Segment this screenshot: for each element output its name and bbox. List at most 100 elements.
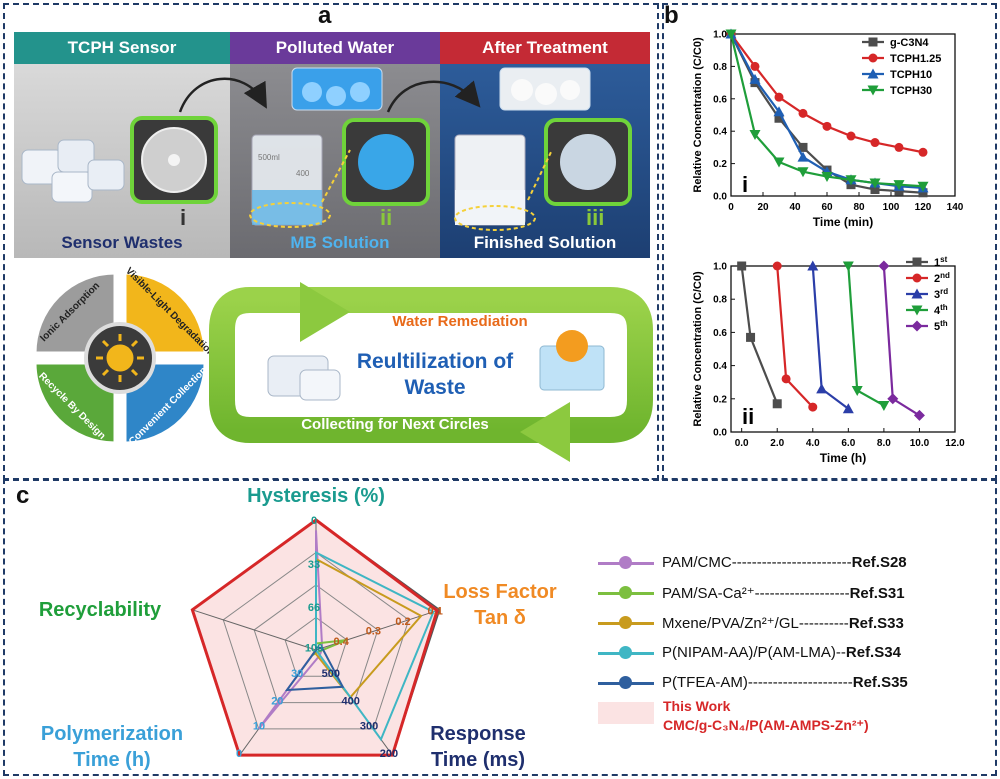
roman-ii: ii bbox=[380, 205, 392, 230]
cycle-top-label: Water Remediation bbox=[392, 313, 527, 330]
x-tick-label: 20 bbox=[757, 202, 769, 213]
y-tick-label: 0.8 bbox=[713, 295, 727, 306]
radar-tick-label: 66 bbox=[308, 602, 320, 614]
panel-c-border bbox=[3, 478, 997, 776]
x-tick-label: 40 bbox=[789, 202, 801, 213]
legend-this-work-label: This Work bbox=[663, 698, 731, 714]
x-tick-label: 0 bbox=[728, 202, 734, 213]
legend-this-work-composition: CMC/g-C₃N₄/P(AM-AMPS-Zn²⁺) bbox=[663, 717, 869, 733]
radar-series bbox=[284, 646, 345, 692]
x-axis-label: Time (h) bbox=[820, 451, 866, 465]
data-point bbox=[798, 142, 808, 152]
axis-title-polymerization-unit: Time (h) bbox=[73, 749, 150, 771]
data-point bbox=[746, 332, 756, 342]
data-point bbox=[870, 185, 880, 195]
radar-tick-label: 0.1 bbox=[428, 606, 443, 618]
radar-spoke bbox=[192, 609, 317, 651]
y-tick-label: 1.0 bbox=[713, 30, 727, 41]
this-work-area bbox=[192, 520, 438, 756]
x-tick-label: 2.0 bbox=[770, 438, 784, 449]
y-tick-label: 0.2 bbox=[713, 394, 727, 405]
y-tick-label: 0.6 bbox=[713, 328, 727, 339]
data-point bbox=[797, 167, 809, 178]
x-tick-label: 140 bbox=[947, 202, 964, 213]
legend-marker bbox=[911, 305, 923, 316]
roman-i: i bbox=[180, 205, 186, 230]
legend-item-mxene: Mxene/PVA/Zn²⁺/GL----------Ref.S33 bbox=[598, 613, 958, 635]
legend-label: TCPH10 bbox=[890, 69, 932, 81]
caption-finished-solution: Finished Solution bbox=[474, 233, 617, 252]
radar-tick-label: 0 bbox=[311, 515, 317, 527]
radar-grid-ring bbox=[253, 584, 379, 704]
data-point bbox=[772, 399, 782, 409]
x-tick-label: 6.0 bbox=[841, 438, 855, 449]
header-polluted-water: Polluted Water bbox=[230, 32, 440, 64]
radar-tick-label: 33 bbox=[308, 559, 320, 571]
cycle-bottom-label: Collecting for Next Circles bbox=[301, 416, 489, 433]
legend-marker bbox=[911, 288, 923, 299]
data-point bbox=[816, 383, 828, 394]
x-tick-label: 100 bbox=[883, 202, 900, 213]
legend-this-work-swatch bbox=[598, 702, 654, 724]
beaker-mark-500: 500ml bbox=[258, 153, 280, 162]
plot-frame bbox=[730, 265, 956, 433]
radar-tick-label: 500 bbox=[322, 668, 340, 680]
data-point bbox=[918, 147, 928, 157]
data-point bbox=[749, 129, 761, 140]
data-point bbox=[869, 178, 881, 189]
y-tick-label: 0.0 bbox=[713, 192, 727, 203]
legend-marker bbox=[868, 37, 878, 47]
y-axis-label: Relative Concentration (C/C0) bbox=[692, 37, 704, 193]
radar-tick-label: 0.2 bbox=[395, 616, 410, 628]
data-point bbox=[851, 386, 863, 396]
legend-label: TCPH1.25 bbox=[890, 53, 941, 65]
data-point bbox=[798, 108, 808, 118]
legend-marker bbox=[912, 273, 922, 283]
legend-marker bbox=[868, 53, 878, 63]
data-point bbox=[845, 175, 857, 186]
cycle-center-line1: Reultilization of bbox=[357, 350, 514, 373]
data-point bbox=[913, 409, 925, 421]
data-point bbox=[870, 138, 880, 148]
x-tick-label: 80 bbox=[853, 202, 865, 213]
radar-tick-label: 0 bbox=[236, 748, 242, 760]
data-point bbox=[750, 61, 760, 71]
y-tick-label: 1.0 bbox=[713, 262, 727, 273]
radar-tick-label: 400 bbox=[341, 695, 359, 707]
data-point bbox=[878, 260, 890, 272]
data-point bbox=[918, 188, 928, 198]
y-tick-label: 0.8 bbox=[713, 62, 727, 73]
data-point bbox=[773, 157, 785, 168]
data-point bbox=[807, 260, 819, 271]
data-point bbox=[894, 186, 904, 196]
tablets-icon bbox=[21, 139, 125, 203]
data-point bbox=[917, 181, 929, 192]
data-point bbox=[781, 374, 791, 384]
data-point bbox=[737, 261, 747, 271]
legend-marker bbox=[867, 68, 879, 79]
panel-a-label: a bbox=[318, 2, 332, 29]
data-point bbox=[772, 261, 782, 271]
roman-iii: iii bbox=[586, 205, 604, 230]
axis-title-polymerization: Polymerization bbox=[41, 723, 183, 745]
x-tick-label: 8.0 bbox=[877, 438, 891, 449]
axis-title-response: Response bbox=[430, 723, 526, 745]
header-after-treatment: After Treatment bbox=[440, 32, 650, 64]
y-tick-label: 0.4 bbox=[713, 127, 727, 138]
sun-icon bbox=[96, 334, 144, 382]
panel-c-label: c bbox=[16, 482, 30, 509]
axis-title-loss-factor: Loss Factor bbox=[443, 581, 557, 603]
data-point bbox=[725, 29, 737, 40]
legend-marker bbox=[911, 320, 923, 332]
axis-title-tan-delta: Tan δ bbox=[474, 607, 526, 629]
panel-b-label: b bbox=[664, 2, 679, 29]
radar-tick-label: 20 bbox=[271, 695, 283, 707]
inner-panel-label: i bbox=[742, 172, 748, 197]
radar-tick-label: 200 bbox=[380, 748, 398, 760]
legend-marker bbox=[867, 85, 879, 96]
data-point bbox=[774, 113, 784, 123]
